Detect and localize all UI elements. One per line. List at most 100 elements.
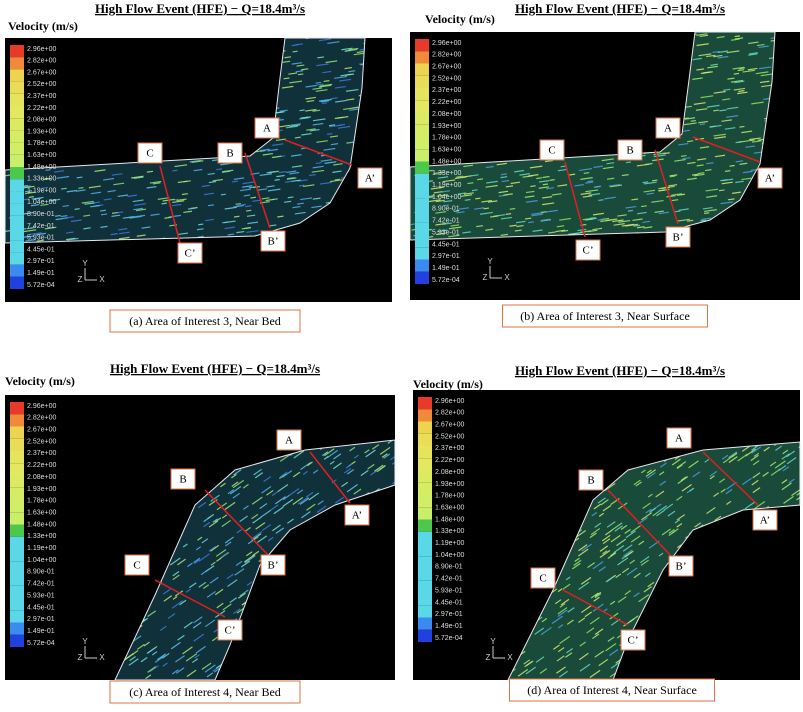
streak: [638, 593, 650, 603]
streak: [203, 521, 211, 528]
colorbar-label: 1.49e-01: [27, 270, 55, 277]
streak: [553, 644, 560, 650]
colorbar-label: 1.48e+00: [435, 516, 464, 523]
streak: [696, 158, 707, 161]
colorbar-label: 1.04e+00: [435, 552, 464, 559]
streak: [435, 199, 445, 203]
streak: [735, 160, 744, 163]
streak: [666, 195, 676, 198]
streak: [287, 518, 294, 524]
streak: [578, 581, 590, 590]
streak: [562, 583, 571, 590]
colorbar-band: [10, 561, 24, 574]
streak: [590, 592, 599, 599]
streak: [534, 627, 545, 635]
triad-label: X: [507, 653, 513, 662]
streak: [175, 667, 185, 674]
streak: [751, 446, 762, 454]
triad-label: Y: [82, 637, 88, 646]
streak: [667, 510, 676, 517]
streak: [594, 650, 605, 658]
section-label-box: [578, 469, 604, 491]
streak: [707, 65, 718, 69]
section-label: C’: [628, 635, 639, 647]
streak: [146, 170, 154, 173]
colorbar-label: 2.97e-01: [432, 253, 460, 260]
colorbar-label: 1.49e-01: [435, 623, 463, 630]
streak: [146, 186, 157, 189]
streak: [676, 495, 683, 501]
streak: [74, 208, 80, 210]
streak: [209, 576, 219, 584]
streak: [567, 607, 575, 613]
colorbar-band: [10, 585, 24, 598]
streak: [592, 561, 604, 570]
colorbar-label: 4.45e-01: [27, 604, 55, 611]
colorbar-label: 5.72e-04: [27, 282, 55, 289]
streak: [233, 215, 240, 218]
streak: [293, 450, 305, 459]
caption-box: [502, 304, 708, 328]
streak: [741, 477, 752, 486]
streak: [110, 390, 117, 395]
streak: [752, 460, 760, 466]
streak: [292, 471, 301, 478]
colorbar-band: [10, 451, 24, 464]
section-label: B: [226, 148, 233, 160]
streak: [725, 488, 733, 495]
streak: [644, 387, 650, 391]
streak: [526, 660, 534, 667]
section-label-box: [217, 619, 243, 641]
colorbar-label: 2.97e-01: [27, 258, 55, 265]
streak: [471, 189, 478, 192]
streak: [591, 511, 598, 517]
colorbar-label: 2.22e+00: [27, 462, 56, 469]
streak: [300, 116, 311, 119]
triad-label: X: [504, 273, 510, 282]
streak: [684, 122, 697, 126]
streak: [758, 45, 769, 49]
section-label: B’: [676, 561, 687, 573]
streak: [70, 219, 82, 223]
streak: [24, 190, 33, 193]
streak: [318, 38, 332, 42]
streak: [616, 538, 627, 547]
streak: [540, 626, 552, 636]
streak: [748, 137, 761, 141]
streak: [582, 195, 593, 198]
streak: [371, 444, 380, 450]
colorbar-band: [415, 39, 429, 52]
streak: [216, 168, 223, 171]
streak: [757, 138, 764, 141]
streak: [242, 505, 249, 510]
streak: [598, 658, 609, 667]
streak: [78, 187, 84, 189]
streak: [263, 476, 272, 483]
colorbar-label: 1.19e+00: [27, 545, 56, 552]
streak: [519, 173, 531, 176]
streak: [607, 552, 617, 559]
colorbar-band: [10, 264, 24, 277]
streak: [128, 658, 139, 666]
streak: [589, 617, 600, 625]
streak: [324, 448, 335, 457]
streak: [117, 194, 128, 198]
streak: [433, 171, 444, 175]
streak: [734, 37, 744, 40]
streak: [548, 231, 556, 234]
section-line: [159, 165, 181, 244]
streak: [783, 495, 794, 504]
streak: [755, 71, 769, 75]
streak: [490, 215, 499, 218]
streak: [192, 621, 202, 629]
streak: [195, 645, 206, 654]
streak: [539, 668, 548, 674]
streak: [332, 462, 342, 470]
colorbar-label: 2.52e+00: [435, 433, 464, 440]
streak: [456, 211, 465, 214]
section-line: [244, 152, 271, 229]
streak: [644, 162, 653, 166]
streak: [246, 214, 256, 217]
streak: [569, 232, 582, 235]
